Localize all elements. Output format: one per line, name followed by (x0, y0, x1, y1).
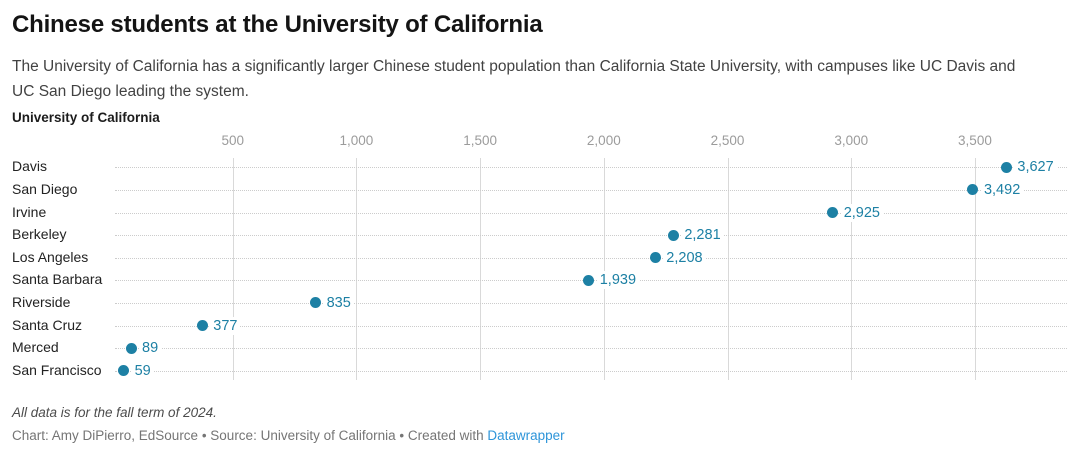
leader-line (115, 189, 1067, 191)
leader-line (115, 257, 1067, 259)
value-label: 835 (323, 293, 354, 312)
leader-line (115, 325, 1067, 327)
data-point (827, 207, 839, 218)
row-label: Merced (12, 339, 59, 356)
x-gridline (974, 158, 976, 380)
x-gridline (232, 158, 234, 380)
x-gridline (851, 158, 853, 380)
chart-credit: Chart: Amy DiPierro, EdSource • Source: … (12, 428, 565, 443)
credit-text: Chart: Amy DiPierro, EdSource • Source: … (12, 428, 488, 443)
value-label: 2,925 (840, 203, 883, 222)
value-label: 3,627 (1014, 158, 1057, 177)
row-label: Irvine (12, 203, 47, 220)
x-tick-label: 1,500 (463, 133, 498, 148)
chart-group-label: University of California (12, 110, 160, 125)
value-label: 89 (139, 339, 162, 358)
data-point (967, 184, 979, 196)
x-gridline (603, 158, 605, 380)
data-point (583, 274, 595, 286)
chart-note: All data is for the fall term of 2024. (12, 405, 217, 420)
x-tick-label: 2,500 (710, 133, 745, 148)
x-tick-label: 500 (221, 133, 244, 148)
leader-line (115, 370, 1067, 372)
data-point (1000, 161, 1012, 173)
page-title: Chinese students at the University of Ca… (12, 11, 543, 38)
leader-line (115, 302, 1067, 304)
value-label: 59 (131, 361, 154, 380)
value-label: 3,492 (980, 180, 1024, 199)
data-point (196, 320, 208, 331)
row-label: San Diego (12, 180, 78, 197)
x-gridline (727, 158, 729, 380)
leader-line (115, 212, 1067, 214)
row-label: Davis (12, 158, 48, 175)
data-point (310, 297, 322, 309)
row-label: Los Angeles (12, 248, 89, 265)
data-point (667, 229, 679, 241)
data-point (649, 252, 661, 264)
row-label: Santa Cruz (12, 316, 83, 333)
x-gridline (356, 158, 358, 380)
x-tick-label: 3,500 (958, 133, 992, 148)
datawrapper-link[interactable]: Datawrapper (487, 428, 565, 443)
data-point (118, 365, 130, 377)
value-label: 2,281 (681, 226, 724, 245)
row-label: Riverside (12, 293, 71, 310)
row-label: Santa Barbara (12, 271, 103, 288)
leader-line (115, 167, 1067, 169)
x-gridline (480, 158, 482, 380)
data-point (125, 342, 137, 354)
leader-line (115, 235, 1067, 237)
value-label: 2,208 (663, 248, 706, 267)
row-label: Berkeley (12, 226, 67, 243)
row-label: San Francisco (12, 361, 102, 378)
leader-line (115, 348, 1067, 350)
chart-description: The University of California has a signi… (12, 58, 1016, 100)
x-tick-label: 1,000 (339, 133, 374, 148)
x-tick-label: 3,000 (834, 133, 869, 148)
value-label: 1,939 (596, 271, 640, 290)
x-tick-label: 2,000 (586, 133, 621, 148)
value-label: 377 (210, 316, 241, 335)
